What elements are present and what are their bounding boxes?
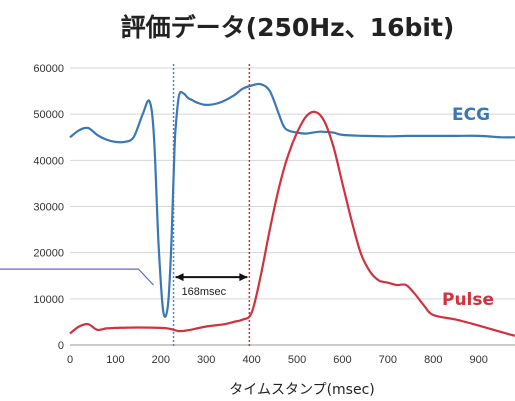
x-tick-label: 100 — [106, 354, 124, 366]
interval-label: 168msec — [182, 286, 227, 298]
x-tick-label: 900 — [469, 354, 487, 366]
interval-annotation: 168msec — [0, 268, 248, 298]
x-tick-label: 600 — [333, 354, 351, 366]
vertical-markers — [172, 64, 251, 347]
x-tick-label: 300 — [197, 354, 215, 366]
x-tick-label: 800 — [424, 354, 442, 366]
tick-labels: 0 10000 20000 30000 40000 50000 60000 0 100 200 30… — [33, 63, 487, 398]
series-label-pulse: Pulse — [442, 290, 494, 310]
arrow-head-right — [239, 273, 248, 282]
x-tick-label: 0 — [67, 354, 73, 366]
series-label-ecg: ECG — [452, 105, 490, 125]
y-tick-label: 60000 — [33, 63, 64, 75]
x-tick-label: 200 — [152, 354, 170, 366]
y-tick-label: 40000 — [33, 155, 64, 167]
callout-line — [0, 268, 154, 286]
y-tick-label: 0 — [58, 340, 64, 352]
y-tick-label: 20000 — [33, 248, 64, 260]
chart-title: 評価データ(250Hz、16bit) — [120, 13, 455, 42]
series-line-ecg — [69, 82, 515, 318]
arrow-head-left — [175, 273, 184, 282]
series-line-pulse — [69, 110, 515, 337]
y-tick-label: 50000 — [33, 109, 64, 121]
x-tick-label: 500 — [288, 354, 306, 366]
series-labels: ECG Pulse — [442, 105, 494, 310]
series-lines — [69, 82, 515, 337]
y-tick-label: 10000 — [33, 294, 64, 306]
x-axis-label: タイムスタンプ(msec) — [229, 382, 374, 398]
x-tick-label: 400 — [242, 354, 260, 366]
grid-lines — [70, 67, 515, 346]
x-tick-label: 700 — [379, 354, 397, 366]
y-tick-label: 30000 — [33, 202, 64, 214]
